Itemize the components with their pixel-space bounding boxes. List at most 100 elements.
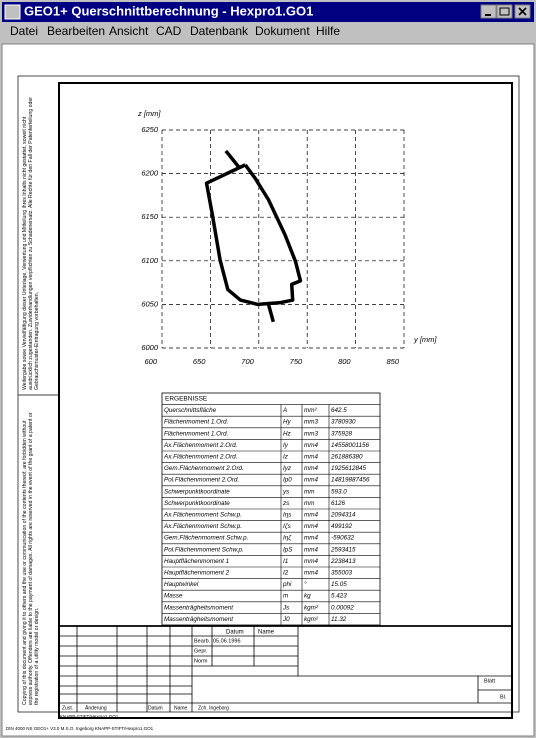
tb-zust: Zust.	[62, 705, 73, 711]
table-cell: mm4	[304, 535, 318, 542]
table-cell: 355003	[331, 569, 353, 576]
table-cell: Flächenmoment 1.Ord.	[164, 419, 228, 426]
table-cell: mm4	[304, 465, 318, 472]
menu-item[interactable]: Datei	[10, 24, 38, 38]
table-cell: kgm²	[304, 604, 319, 611]
tb-gepr: Gepr.	[194, 648, 208, 654]
y-tick-label: 6250	[141, 125, 159, 134]
table-cell: Iηζ	[283, 535, 292, 542]
table-cell: mm3	[304, 430, 318, 437]
table-cell: 1925612845	[331, 465, 367, 472]
table-cell: Masse	[164, 593, 183, 600]
table-cell: °	[304, 580, 307, 588]
table-cell: 11.32	[331, 616, 347, 623]
table-cell: ys	[282, 488, 290, 495]
tb-datum: Datum	[148, 705, 163, 711]
table-cell: 14558001156	[331, 442, 370, 449]
table-cell: Hauptflächenmoment 1	[164, 558, 229, 565]
menu-item[interactable]: CAD	[156, 24, 182, 38]
table-cell: Ax.Flächenmoment 2.Ord.	[163, 453, 238, 460]
table-cell: mm4	[304, 546, 318, 553]
table-cell: m	[283, 593, 288, 600]
table-cell: 2593415	[330, 546, 356, 553]
table-cell: mm4	[304, 569, 318, 576]
table-cell: Pol.Flächenmoment 2.Ord.	[164, 477, 239, 484]
document-area	[1, 43, 535, 737]
maximize-button[interactable]	[496, 4, 513, 19]
table-cell: mm	[304, 500, 315, 507]
table-cell: mm4	[304, 523, 318, 530]
tb-name-head: Name	[258, 630, 275, 636]
y-axis-label: z [mm]	[137, 109, 161, 118]
x-tick-label: 800	[338, 357, 351, 366]
table-cell: Hauptwinkel	[164, 581, 199, 588]
menu-item[interactable]: Datenbank	[190, 24, 249, 38]
table-cell: Hauptflächenmoment 2	[164, 569, 230, 576]
y-tick-label: 6100	[141, 256, 159, 265]
table-cell: Ax.Flächenmoment 2.Ord.	[163, 442, 238, 449]
table-cell: I1	[283, 558, 288, 565]
title-bar	[2, 2, 534, 22]
table-cell: kgm²	[304, 616, 319, 623]
table-cell: kg	[304, 593, 311, 600]
table-cell: Iηs	[283, 511, 292, 518]
table-cell: Iζs	[283, 523, 292, 530]
table-cell: Iy	[283, 442, 289, 449]
table-cell: mm4	[304, 558, 318, 565]
minimize-button[interactable]	[480, 4, 497, 19]
table-title: ERGEBNISSE	[165, 396, 208, 403]
tb-date-head: Datum	[226, 630, 244, 636]
y-tick-label: 6000	[141, 343, 159, 352]
table-cell: mm3	[304, 419, 318, 426]
table-cell: Hy	[283, 419, 292, 426]
title-block	[59, 625, 512, 712]
table-cell: Iyz	[283, 465, 292, 472]
x-tick-label: 850	[386, 357, 399, 366]
table-cell: Ax.Flächenmoment Schw.p.	[163, 511, 242, 518]
sheet-border	[17, 75, 520, 713]
status-line: DIN 4000 NS GEO1+ V3.0 M.S.O. Ingeborg K…	[6, 726, 154, 731]
table-cell: Iz	[283, 453, 289, 460]
table-cell: Massenträgheitsmoment	[164, 616, 233, 623]
side-note-en: Copying of this document and giving it t…	[22, 412, 40, 706]
table-cell: Gem.Flächenmoment 2.Ord.	[164, 465, 244, 472]
table-cell: mm4	[304, 477, 318, 484]
table-cell: 2238413	[330, 558, 356, 565]
side-note-de: Weitergabe sowie Vervielfältigung dieser…	[22, 97, 40, 390]
tb-bearb-date: 05.06.1996	[213, 638, 241, 644]
table-cell: Hz	[283, 430, 292, 437]
window-title: GEO1+ Querschnittberechnung - Hexpro1.GO…	[24, 3, 313, 18]
menu-item[interactable]: Bearbeiten	[47, 24, 105, 38]
table-cell: IpS	[283, 546, 293, 553]
table-cell: Flächenmoment 1.Ord.	[164, 430, 228, 437]
table-cell: J0	[282, 616, 290, 623]
menu-item[interactable]: Hilfe	[316, 24, 340, 38]
table-cell: -590632	[331, 535, 355, 542]
table-cell: 642.5	[331, 407, 347, 414]
app-icon	[4, 4, 21, 20]
y-tick-label: 6050	[141, 299, 159, 308]
table-cell: Querschnittsfläche	[164, 407, 217, 414]
x-tick-label: 700	[241, 357, 254, 366]
tb-norm: Norm	[194, 658, 208, 664]
y-tick-label: 6150	[141, 212, 159, 221]
tb-aenderung: Änderung	[85, 704, 107, 711]
table-cell: Gem.Flächenmoment Schw.p.	[164, 535, 248, 542]
window-buttons[interactable]	[480, 4, 531, 19]
tb-name: Name	[174, 705, 188, 711]
menu-item[interactable]: Dokument	[255, 24, 310, 38]
table-cell: 15.05	[331, 581, 347, 588]
table-cell: Js	[282, 604, 290, 611]
menu-item[interactable]: Ansicht	[109, 24, 149, 38]
table-cell: Massenträgheitsmoment	[164, 604, 233, 611]
table-cell: 14819887456	[331, 477, 370, 484]
menu-bar: Datei Bearbeiten Ansicht CAD Datenbank Dokume…	[10, 24, 340, 38]
table-cell: mm4	[304, 453, 318, 460]
table-cell: 5.423	[331, 593, 347, 600]
table-cell: 593.0	[331, 488, 347, 495]
x-tick-label: 650	[193, 357, 206, 366]
chart: 600 650 700 750 800 850 6000 6050 6100 6150 6200 62…	[137, 109, 437, 366]
